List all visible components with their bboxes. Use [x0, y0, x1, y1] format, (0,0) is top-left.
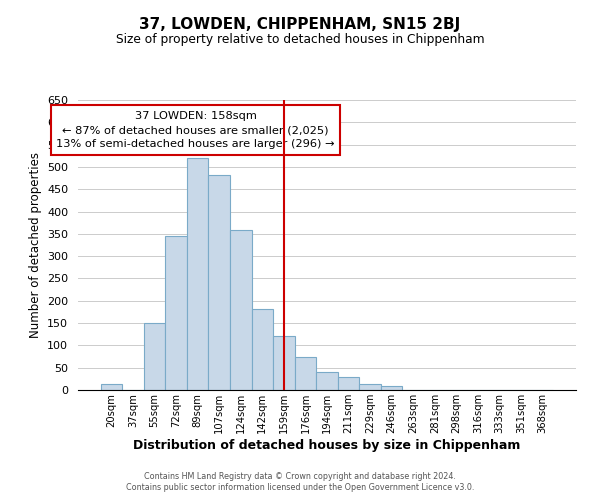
Bar: [230, 230, 251, 390]
Text: 37, LOWDEN, CHIPPENHAM, SN15 2BJ: 37, LOWDEN, CHIPPENHAM, SN15 2BJ: [139, 18, 461, 32]
X-axis label: Distribution of detached houses by size in Chippenham: Distribution of detached houses by size …: [133, 438, 521, 452]
Bar: [101, 384, 122, 390]
Bar: [251, 309, 273, 390]
Bar: [359, 384, 381, 390]
Bar: [273, 336, 295, 390]
Bar: [187, 158, 208, 390]
Bar: [295, 356, 316, 390]
Text: 37 LOWDEN: 158sqm
← 87% of detached houses are smaller (2,025)
13% of semi-detac: 37 LOWDEN: 158sqm ← 87% of detached hous…: [56, 111, 335, 149]
Y-axis label: Number of detached properties: Number of detached properties: [29, 152, 41, 338]
Bar: [316, 372, 338, 390]
Bar: [381, 386, 403, 390]
Bar: [338, 376, 359, 390]
Text: Contains HM Land Registry data © Crown copyright and database right 2024.
Contai: Contains HM Land Registry data © Crown c…: [126, 472, 474, 492]
Text: Size of property relative to detached houses in Chippenham: Size of property relative to detached ho…: [116, 32, 484, 46]
Bar: [208, 174, 230, 390]
Bar: [144, 323, 166, 390]
Bar: [166, 236, 187, 390]
